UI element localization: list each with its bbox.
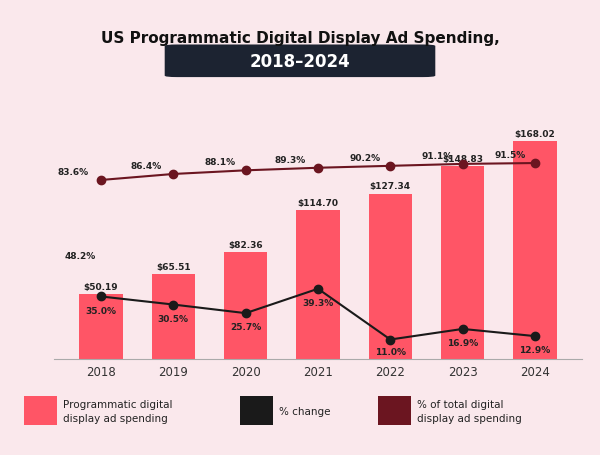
Text: 16.9%: 16.9% xyxy=(447,338,478,347)
Bar xyxy=(368,194,412,359)
Text: $65.51: $65.51 xyxy=(156,262,191,271)
Text: $50.19: $50.19 xyxy=(84,282,118,291)
Text: 30.5%: 30.5% xyxy=(158,314,189,323)
Text: $114.70: $114.70 xyxy=(298,198,338,207)
Bar xyxy=(441,167,484,359)
Text: 86.4%: 86.4% xyxy=(130,162,161,171)
Bar xyxy=(152,274,195,359)
Text: 48.2%: 48.2% xyxy=(65,252,96,261)
Text: 91.1%: 91.1% xyxy=(422,152,453,161)
Text: 89.3%: 89.3% xyxy=(275,156,306,165)
Text: $82.36: $82.36 xyxy=(229,240,263,249)
Text: 90.2%: 90.2% xyxy=(349,154,380,162)
Text: $168.02: $168.02 xyxy=(515,129,556,138)
FancyBboxPatch shape xyxy=(24,396,57,425)
Text: Programmatic digital
display ad spending: Programmatic digital display ad spending xyxy=(63,399,173,423)
Bar xyxy=(224,253,268,359)
FancyBboxPatch shape xyxy=(164,46,436,78)
Bar xyxy=(513,142,557,359)
Text: 2018–2024: 2018–2024 xyxy=(250,53,350,71)
FancyBboxPatch shape xyxy=(378,396,411,425)
Bar xyxy=(79,294,123,359)
Text: 91.5%: 91.5% xyxy=(494,151,525,160)
Text: 88.1%: 88.1% xyxy=(205,158,236,167)
Text: $127.34: $127.34 xyxy=(370,182,411,191)
Text: 12.9%: 12.9% xyxy=(520,345,551,354)
FancyBboxPatch shape xyxy=(240,396,273,425)
Text: 83.6%: 83.6% xyxy=(58,168,89,177)
Bar xyxy=(296,211,340,359)
Text: 25.7%: 25.7% xyxy=(230,323,261,332)
Text: % of total digital
display ad spending: % of total digital display ad spending xyxy=(417,399,522,423)
Text: 11.0%: 11.0% xyxy=(375,348,406,357)
Text: $148.83: $148.83 xyxy=(442,154,483,163)
Text: 35.0%: 35.0% xyxy=(86,306,116,315)
Text: US Programmatic Digital Display Ad Spending,: US Programmatic Digital Display Ad Spend… xyxy=(101,31,499,46)
Text: 39.3%: 39.3% xyxy=(302,298,334,307)
Text: % change: % change xyxy=(279,406,331,415)
